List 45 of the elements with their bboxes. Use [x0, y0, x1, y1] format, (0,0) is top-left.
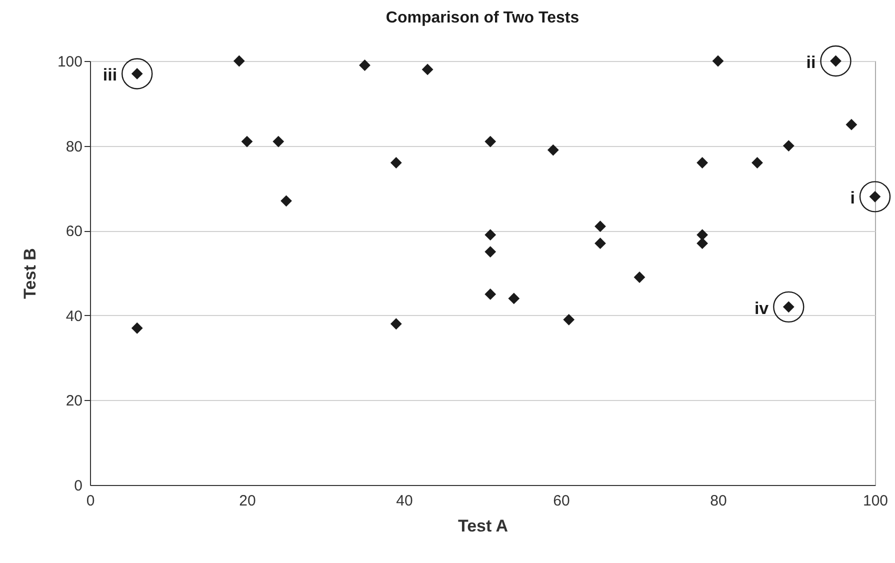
point	[782, 140, 794, 152]
point	[390, 318, 402, 330]
point	[696, 238, 708, 250]
point	[484, 136, 496, 148]
point	[484, 229, 496, 241]
point	[712, 55, 724, 67]
point	[241, 136, 253, 148]
point	[696, 157, 708, 168]
point	[484, 246, 496, 258]
y-axis-title: Test B	[20, 248, 40, 299]
point	[233, 55, 245, 67]
point	[752, 157, 763, 168]
point	[484, 288, 496, 300]
x-tick-label: 40	[396, 492, 413, 510]
point	[390, 157, 402, 168]
x-tick-label: 80	[710, 492, 727, 510]
x-tick-label: 20	[239, 492, 256, 510]
y-tick-label: 20	[66, 392, 82, 410]
x-tick-label: 0	[86, 492, 95, 510]
point	[280, 195, 292, 207]
point	[634, 272, 646, 283]
chart-title: Comparison of Two Tests	[386, 10, 580, 27]
annotation: i	[850, 188, 855, 208]
annotation: ii	[806, 53, 816, 72]
y-tick-label: 100	[57, 54, 82, 70]
x-axis-title: Test A	[458, 516, 508, 536]
y-tick-label: 80	[66, 138, 82, 156]
point	[547, 144, 559, 156]
point	[696, 229, 708, 241]
point	[594, 238, 606, 250]
y-tick-label: 60	[66, 223, 82, 240]
point	[422, 64, 434, 76]
annotation: iv	[754, 298, 770, 318]
point	[272, 136, 284, 148]
point	[131, 322, 143, 334]
x-tick-label: 60	[553, 492, 570, 510]
x-tick-label: 100	[862, 492, 888, 510]
point	[508, 292, 520, 304]
y-tick-label: 40	[66, 308, 82, 325]
y-tick-label: 0	[74, 478, 82, 494]
point	[359, 60, 370, 71]
point	[846, 118, 858, 130]
annotation: iii	[102, 66, 118, 85]
point	[594, 220, 606, 232]
point	[563, 314, 575, 326]
